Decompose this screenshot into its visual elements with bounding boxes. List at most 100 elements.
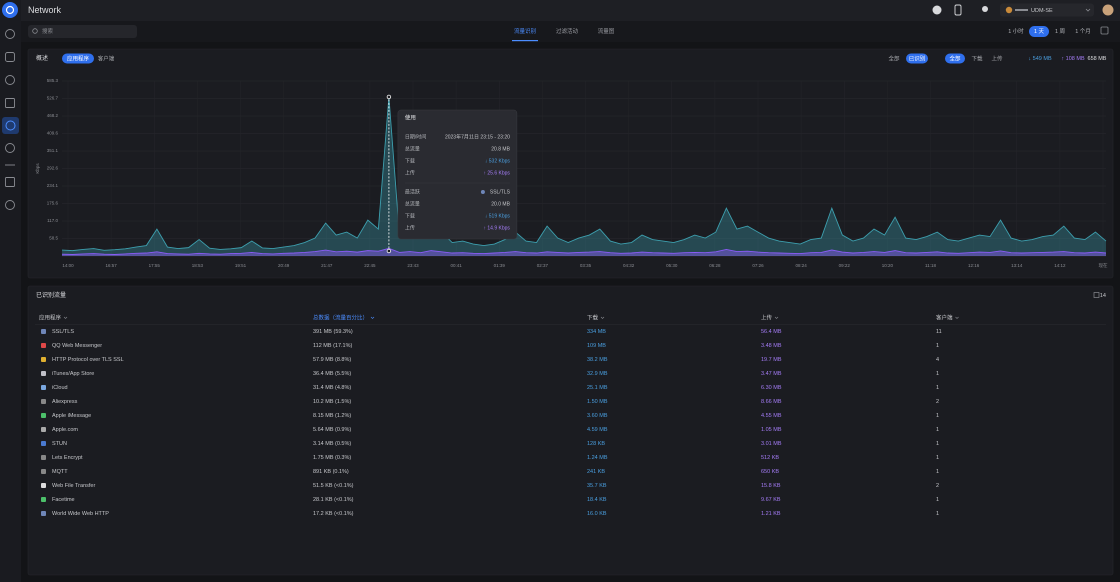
tab[interactable]: 流量识别 bbox=[514, 27, 536, 35]
nav-icon-active[interactable] bbox=[5, 120, 16, 131]
column-header[interactable]: 客户端 bbox=[936, 313, 953, 321]
device-select[interactable] bbox=[1000, 3, 1094, 17]
cell: 16.0 KB bbox=[587, 511, 607, 517]
nav-icon[interactable] bbox=[5, 98, 15, 108]
nav-icon[interactable] bbox=[5, 75, 15, 85]
count-icon bbox=[1093, 292, 1100, 298]
cell: 1 bbox=[936, 497, 939, 503]
app-icon bbox=[480, 190, 485, 194]
app-name[interactable]: Apple iMessage bbox=[52, 413, 91, 419]
nav-icon[interactable] bbox=[5, 200, 15, 210]
toolbar bbox=[21, 21, 1120, 42]
toggle-option[interactable]: 上传 bbox=[991, 54, 1003, 62]
nav-icon[interactable] bbox=[5, 177, 15, 187]
x-tick-label: 20:49 bbox=[278, 263, 290, 268]
toggle-option[interactable]: 全部 bbox=[888, 54, 900, 62]
cell: 31.4 MB (4.8%) bbox=[313, 385, 351, 391]
toggle-option[interactable]: 客户端 bbox=[98, 54, 115, 62]
range-option[interactable]: 1 小时 bbox=[1008, 27, 1024, 35]
x-tick-label: 03:35 bbox=[580, 263, 592, 268]
tooltip-value: ↓ 519 Kbps bbox=[485, 213, 511, 219]
tooltip-value: 2023年7月11日 23:15 - 23:20 bbox=[445, 133, 510, 140]
toggle-pill bbox=[945, 53, 965, 64]
nav-icon[interactable] bbox=[5, 29, 15, 39]
cell: 11 bbox=[936, 329, 942, 335]
cell: 1 bbox=[936, 343, 939, 349]
y-tick-label: 58.5 bbox=[49, 236, 58, 241]
range-option[interactable]: 1 周 bbox=[1055, 28, 1065, 35]
search-box[interactable] bbox=[28, 25, 137, 38]
search-placeholder: 搜索 bbox=[42, 27, 54, 35]
nav-active-bg bbox=[2, 117, 19, 134]
app-name[interactable]: Web File Transfer bbox=[52, 483, 95, 489]
toggle-pill bbox=[62, 53, 94, 64]
column-header[interactable]: 应用程序 bbox=[39, 313, 62, 321]
tooltip-section: 最活跃 bbox=[405, 188, 420, 195]
x-tick-label: 00:41 bbox=[450, 263, 462, 268]
app-icon bbox=[41, 329, 46, 334]
x-tick-label: 10:20 bbox=[882, 263, 894, 268]
nav-icon[interactable] bbox=[5, 52, 15, 62]
y-tick-label: 351.1 bbox=[47, 148, 59, 153]
tab[interactable]: 过滤活动 bbox=[556, 27, 579, 35]
tooltip-title: 使用 bbox=[405, 113, 416, 121]
app-name[interactable]: SSL/TLS bbox=[52, 329, 74, 335]
app-name[interactable]: STUN bbox=[52, 441, 67, 447]
table-count: 14 bbox=[1100, 293, 1106, 299]
app-name[interactable]: HTTP Protocol over TLS SSL bbox=[52, 357, 124, 363]
x-tick-label: 现在 bbox=[1099, 262, 1108, 269]
cell: 15.8 KB bbox=[761, 483, 781, 489]
app-name[interactable]: Lets Encrypt bbox=[52, 455, 83, 461]
tooltip-value: 20.0 MB bbox=[491, 201, 510, 207]
x-tick-label: 14:00 bbox=[62, 263, 74, 268]
cell: 5.64 MB (0.9%) bbox=[313, 427, 351, 433]
x-tick-label: 04:32 bbox=[623, 263, 635, 268]
range-option[interactable]: 1 个月 bbox=[1075, 28, 1091, 35]
y-tick-label: 468.2 bbox=[47, 113, 59, 118]
avatar[interactable] bbox=[1102, 4, 1114, 16]
toggle-option[interactable]: 应用程序 bbox=[67, 54, 90, 62]
tab-underline bbox=[512, 40, 538, 42]
cell: 3.60 MB bbox=[587, 413, 608, 419]
tooltip-value: 20.8 MB bbox=[491, 146, 510, 152]
cell: 3.48 MB bbox=[761, 343, 782, 349]
calendar-icon[interactable] bbox=[1100, 26, 1109, 35]
app-name[interactable]: Apple.com bbox=[52, 427, 78, 433]
toggle-option[interactable]: 全部 bbox=[949, 54, 961, 62]
top-icon[interactable] bbox=[982, 6, 988, 12]
range-option[interactable]: 1 天 bbox=[1034, 28, 1045, 35]
nav-icon[interactable] bbox=[5, 143, 15, 153]
app-name[interactable]: MQTT bbox=[52, 469, 68, 475]
app-name[interactable]: iTunes/App Store bbox=[52, 371, 94, 377]
app-icon bbox=[41, 511, 46, 516]
cell: 650 KB bbox=[761, 469, 779, 475]
toggle-option[interactable]: 下载 bbox=[971, 54, 983, 62]
x-tick-label: 14:12 bbox=[1054, 263, 1066, 268]
column-header[interactable]: 上传 bbox=[761, 313, 773, 321]
cell: 512 KB bbox=[761, 455, 779, 461]
app-name[interactable]: Facetime bbox=[52, 497, 75, 503]
x-tick-label: 23:43 bbox=[407, 263, 419, 268]
column-header[interactable]: 总数据（流量百分比） bbox=[313, 313, 368, 321]
cell: 8.66 MB bbox=[761, 399, 782, 405]
logo[interactable] bbox=[2, 2, 18, 18]
top-icon[interactable] bbox=[954, 4, 962, 16]
top-bar bbox=[21, 0, 1120, 21]
column-header[interactable]: 下载 bbox=[587, 313, 599, 321]
cell: 1 bbox=[936, 385, 939, 391]
cell: 334 MB bbox=[587, 329, 606, 335]
app-icon bbox=[41, 483, 46, 488]
x-tick-label: 05:30 bbox=[666, 263, 678, 268]
tab[interactable]: 流量图 bbox=[598, 27, 615, 35]
app-name[interactable]: Aliexpress bbox=[52, 399, 78, 405]
x-tick-label: 08:24 bbox=[795, 263, 807, 268]
toggle-option[interactable]: 已识别 bbox=[909, 54, 926, 62]
hover-dot bbox=[386, 248, 392, 254]
app-name[interactable]: QQ Web Messenger bbox=[52, 343, 102, 349]
top-icon[interactable] bbox=[932, 5, 942, 15]
cell: 391 MB (59.3%) bbox=[313, 329, 353, 335]
app-name[interactable]: World Wide Web HTTP bbox=[52, 511, 109, 517]
tooltip-label: 总流量 bbox=[405, 145, 420, 152]
series-area bbox=[62, 96, 1106, 256]
app-name[interactable]: iCloud bbox=[52, 385, 68, 391]
